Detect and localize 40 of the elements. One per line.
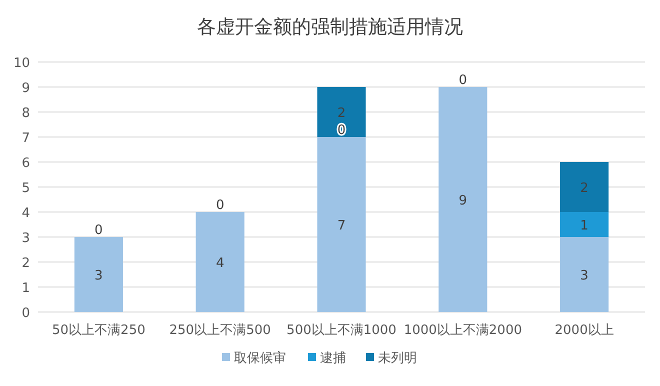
y-tick-label: 5: [22, 181, 30, 196]
y-tick-label: 4: [22, 206, 30, 221]
x-tick-label: 250以上不满500: [169, 323, 271, 338]
data-label: 7: [337, 218, 346, 234]
x-tick-label: 2000以上: [554, 323, 614, 338]
y-tick-label: 7: [22, 131, 30, 146]
bar: [560, 237, 609, 312]
data-label: 9: [458, 194, 468, 208]
data-label: 3: [94, 268, 103, 284]
y-tick-label: 0: [22, 306, 30, 321]
y-tick-label: 9: [22, 81, 30, 96]
legend-label: 未列明: [378, 351, 417, 366]
y-tick-label: 8: [22, 106, 30, 121]
y-tick-label: 3: [22, 231, 30, 246]
data-label: 3: [580, 268, 588, 284]
data-label: 2: [580, 181, 588, 196]
data-label: 0: [337, 123, 346, 138]
y-tick-label: 2: [22, 256, 30, 271]
x-tick-label: 500以上不满1000: [286, 323, 396, 338]
y-tick-label: 6: [22, 156, 30, 171]
data-label: 4: [216, 256, 224, 271]
x-tick-label: 1000以上不满2000: [404, 323, 522, 338]
x-tick-label: 50以上不满250: [52, 323, 146, 338]
y-tick-label: 1: [22, 281, 30, 296]
data-label: 0: [216, 198, 224, 213]
bar: [317, 87, 366, 137]
bar: [196, 212, 244, 312]
chart-title: 各虚开金额的强制措施适用情况: [197, 16, 463, 38]
bar: [438, 87, 488, 312]
data-label: 1: [580, 218, 588, 234]
legend-label: 逮捕: [320, 351, 346, 366]
data-label: 2: [337, 106, 346, 121]
y-tick-label: 10: [13, 56, 30, 71]
bar: [317, 137, 366, 312]
data-label: 0: [458, 73, 468, 88]
legend-label: 取保候审: [234, 350, 286, 366]
bar: [560, 212, 609, 237]
bar: [560, 162, 609, 212]
bar: [74, 237, 123, 312]
data-label: 0: [94, 223, 103, 238]
